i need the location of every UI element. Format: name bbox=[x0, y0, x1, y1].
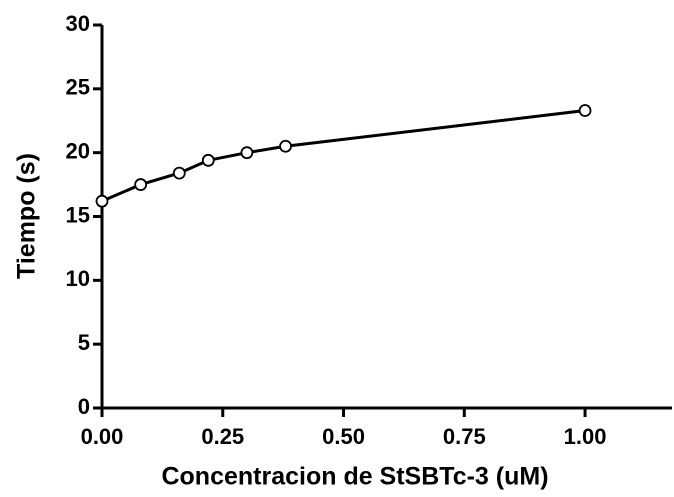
data-point bbox=[578, 104, 592, 117]
y-tick-label: 20 bbox=[66, 138, 90, 163]
data-point bbox=[134, 178, 148, 191]
y-axis-title: Tiempo (s) bbox=[13, 153, 41, 279]
data-point bbox=[172, 166, 186, 180]
data-point bbox=[201, 153, 215, 167]
y-tick-label: 25 bbox=[66, 75, 90, 100]
y-tick-label: 15 bbox=[66, 202, 90, 227]
y-tick-label: 0 bbox=[78, 394, 90, 419]
data-line bbox=[101, 109, 586, 203]
y-tick-label: 5 bbox=[78, 330, 90, 355]
data-point bbox=[240, 146, 254, 160]
x-tick-label: 0.00 bbox=[81, 424, 124, 449]
data-point bbox=[95, 194, 109, 208]
x-tick-label: 1.00 bbox=[564, 424, 607, 449]
x-tick-label: 0.75 bbox=[443, 424, 486, 449]
y-tick-label: 10 bbox=[66, 266, 90, 291]
y-tick-label: 30 bbox=[66, 11, 90, 36]
data-point bbox=[279, 139, 292, 153]
x-tick-label: 0.50 bbox=[322, 424, 365, 449]
x-axis-title: Concentracion de StSBTc-3 (uM) bbox=[161, 463, 548, 491]
x-tick-label: 0.25 bbox=[201, 424, 244, 449]
